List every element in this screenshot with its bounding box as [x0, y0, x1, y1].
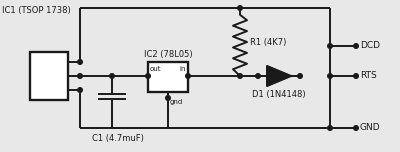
- Circle shape: [328, 126, 332, 130]
- Text: DCD: DCD: [360, 41, 380, 50]
- Text: gnd: gnd: [170, 99, 183, 105]
- Text: GND: GND: [360, 123, 381, 133]
- Circle shape: [328, 74, 332, 78]
- Text: D1 (1N4148): D1 (1N4148): [252, 90, 306, 98]
- Circle shape: [78, 60, 82, 64]
- Circle shape: [78, 74, 82, 78]
- Text: R1 (4K7): R1 (4K7): [250, 38, 286, 47]
- Polygon shape: [267, 66, 291, 86]
- Circle shape: [78, 88, 82, 92]
- Circle shape: [238, 74, 242, 78]
- Text: RTS: RTS: [360, 71, 377, 81]
- Circle shape: [354, 126, 358, 130]
- Text: out: out: [150, 66, 162, 72]
- Circle shape: [354, 44, 358, 48]
- Circle shape: [298, 74, 302, 78]
- Circle shape: [256, 74, 260, 78]
- Text: in: in: [180, 66, 186, 72]
- Text: IC1 (TSOP 1738): IC1 (TSOP 1738): [2, 6, 71, 15]
- Bar: [30, 52, 68, 100]
- Text: C1 (4.7muF): C1 (4.7muF): [92, 133, 144, 143]
- Circle shape: [238, 6, 242, 10]
- Circle shape: [186, 74, 190, 78]
- Text: IC2 (78L05): IC2 (78L05): [144, 50, 192, 59]
- Circle shape: [354, 74, 358, 78]
- Circle shape: [146, 74, 150, 78]
- Bar: [148, 62, 188, 92]
- Circle shape: [328, 44, 332, 48]
- Circle shape: [166, 96, 170, 100]
- Circle shape: [110, 74, 114, 78]
